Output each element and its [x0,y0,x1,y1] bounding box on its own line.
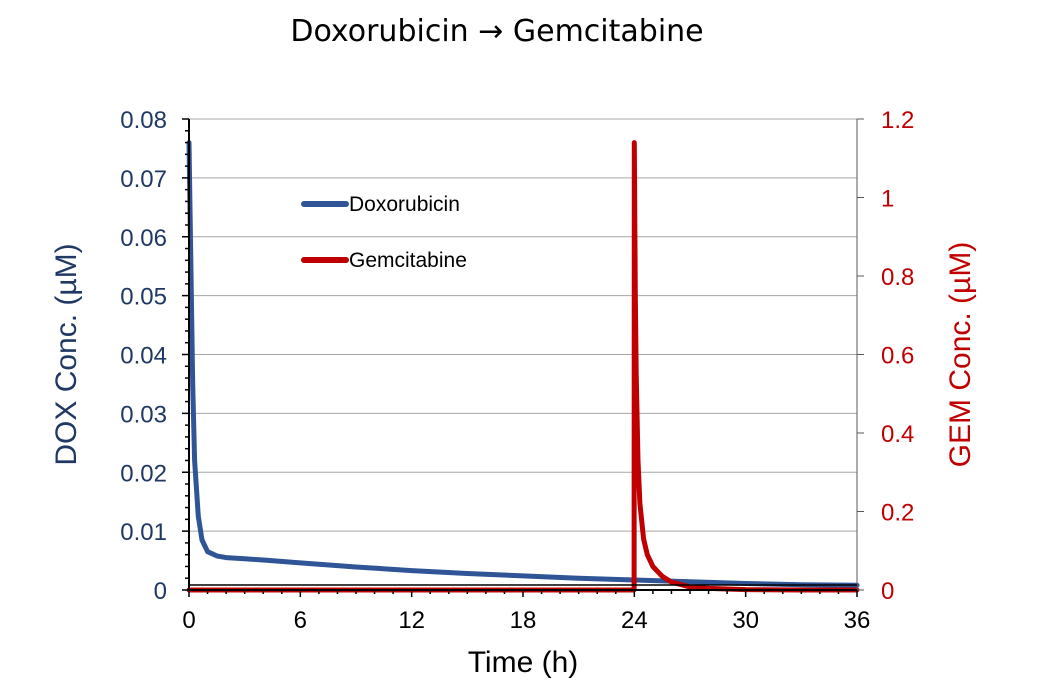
series-line-doxorubicin [186,140,860,588]
gridlines [189,118,857,591]
y-axis-right-label: GEM Conc. (µM) [944,242,977,468]
legend-label-gemcitabine: Gemcitabine [349,249,467,272]
y-left-tick-label: 0.06 [120,225,167,252]
y-right-tick-label: 1 [881,186,894,213]
y-left-tick-label: 0.08 [120,107,167,134]
x-tick-label: 12 [398,607,425,634]
series-line-gemcitabine [186,140,860,593]
axes [182,118,864,597]
x-tick-label: 30 [732,607,759,634]
y-left-tick-label: 0.05 [120,284,167,311]
y-left-tick-label: 0.01 [120,519,167,546]
y-right-tick-label: 0.2 [881,500,914,527]
y-right-tick-label: 0 [881,578,894,605]
x-tick-label: 0 [182,607,195,634]
legend: Doxorubicin Gemcitabine [301,193,467,272]
y-left-tick-label: 0 [154,578,167,605]
y-right-tick-label: 0.4 [881,421,914,448]
x-tick-label: 18 [510,607,537,634]
series-lines [186,140,860,593]
chart-title: Doxorubicin → Gemcitabine [290,14,704,49]
y-left-tick-label: 0.04 [120,343,167,370]
x-tick-label: 36 [844,607,871,634]
x-axis-label: Time (h) [468,646,579,679]
y-right-tick-label: 0.8 [881,264,914,291]
y-left-tick-label: 0.07 [120,166,167,193]
y-axis-left-label: DOX Conc. (µM) [50,243,83,465]
tick-labels: 0 0.01 0.02 0.03 0.04 0.05 0.06 0.07 0.08 0 0.2 0.4… [120,107,914,634]
y-left-tick-label: 0.03 [120,401,167,428]
legend-label-doxorubicin: Doxorubicin [349,193,460,216]
y-left-tick-label: 0.02 [120,460,167,487]
x-tick-label: 24 [621,607,648,634]
y-right-tick-label: 1.2 [881,107,914,134]
y-right-tick-label: 0.6 [881,343,914,370]
x-tick-label: 6 [294,607,307,634]
